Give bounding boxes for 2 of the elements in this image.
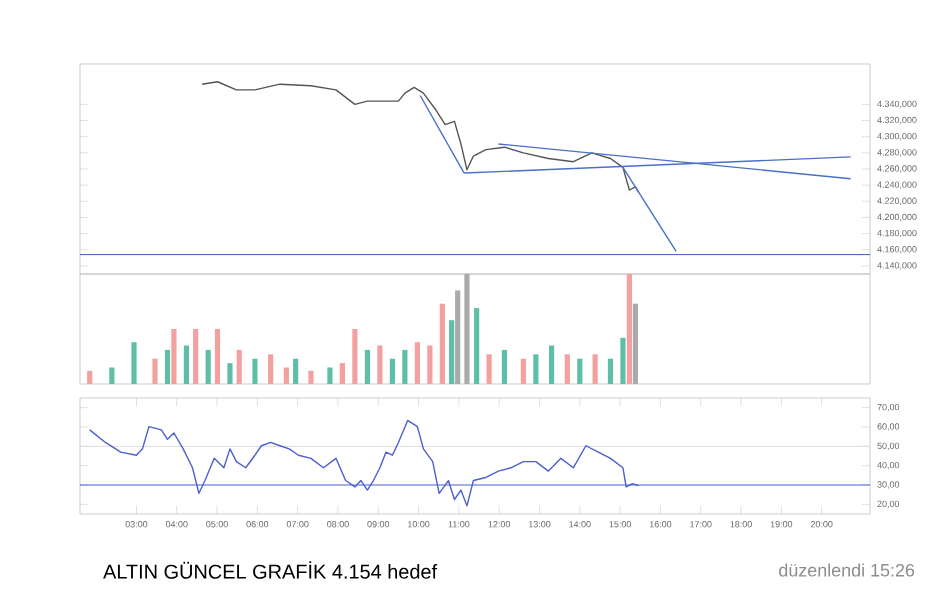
text: düzenlendi 15:26	[779, 563, 915, 577]
text: ALTIN GÜNCEL GRAFİK 4.154 hedef	[103, 561, 438, 579]
